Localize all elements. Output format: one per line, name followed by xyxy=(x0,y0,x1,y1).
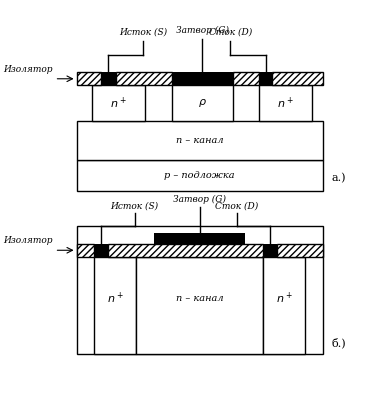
Bar xyxy=(94,257,136,354)
Text: р – подложка: р – подложка xyxy=(164,171,235,180)
Bar xyxy=(76,160,323,191)
Text: $n^+$: $n^+$ xyxy=(107,291,124,306)
Text: Сток (D): Сток (D) xyxy=(209,28,252,37)
Text: Исток (S): Исток (S) xyxy=(119,28,167,37)
Bar xyxy=(92,85,145,120)
Bar xyxy=(76,120,323,160)
Bar xyxy=(116,72,172,85)
Bar xyxy=(259,72,272,85)
Text: Изолятор: Изолятор xyxy=(3,236,53,245)
Bar xyxy=(136,257,263,354)
Text: $n^+$: $n^+$ xyxy=(276,291,292,306)
Bar xyxy=(154,233,245,244)
Bar xyxy=(263,257,305,354)
Bar xyxy=(76,226,323,354)
Text: Исток (S): Исток (S) xyxy=(111,201,158,210)
Bar xyxy=(277,244,323,257)
Bar xyxy=(76,72,101,85)
Bar xyxy=(108,244,263,257)
Bar xyxy=(172,85,233,120)
Bar xyxy=(263,244,277,257)
Text: Сток (D): Сток (D) xyxy=(215,201,258,210)
Bar xyxy=(94,244,108,257)
Bar xyxy=(259,85,312,120)
Bar xyxy=(76,244,94,257)
Text: б.): б.) xyxy=(332,338,346,348)
Text: $n^+$: $n^+$ xyxy=(111,95,127,111)
Text: Затвор (G): Затвор (G) xyxy=(173,195,226,204)
Text: $n^+$: $n^+$ xyxy=(277,95,294,111)
Bar xyxy=(272,72,323,85)
Bar xyxy=(233,72,259,85)
Text: $\rho$: $\rho$ xyxy=(198,97,207,109)
Text: р – подложка: р – подложка xyxy=(164,316,235,325)
Bar xyxy=(101,72,116,85)
Text: Изолятор: Изолятор xyxy=(3,64,53,73)
Text: n – канал: n – канал xyxy=(176,136,224,145)
Text: а.): а.) xyxy=(332,173,346,183)
Bar xyxy=(172,72,233,85)
Text: n – канал: n – канал xyxy=(176,294,224,303)
Text: Затвор (G): Затвор (G) xyxy=(176,26,229,35)
